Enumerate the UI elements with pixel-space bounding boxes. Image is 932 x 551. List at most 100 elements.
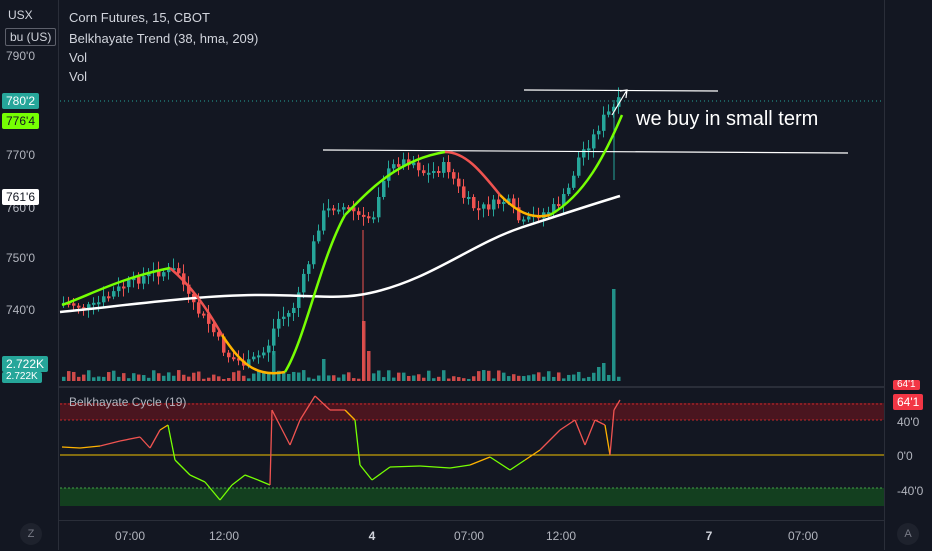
volume-bar (462, 378, 466, 381)
trend-price-tag: 776'4 (2, 113, 39, 129)
candle-body (262, 352, 266, 356)
volume-bar (122, 373, 126, 381)
volume-bar (522, 376, 526, 381)
volume-bar (157, 373, 161, 381)
candle-body (497, 199, 501, 204)
candle-body (162, 272, 166, 277)
candle-body (507, 198, 511, 202)
candle-body (592, 134, 596, 149)
volume-bar (222, 378, 226, 381)
volume-bar (587, 376, 591, 381)
candle-body (112, 291, 116, 297)
zoom-button[interactable]: Z (20, 523, 42, 545)
oscillator-title[interactable]: Belkhayate Cycle (19) (69, 395, 187, 409)
candle-body (342, 207, 346, 210)
candle-body (72, 303, 76, 306)
oscillator-line (574, 419, 586, 446)
candle-body (257, 355, 261, 358)
legend-vol-2[interactable]: Vol (69, 69, 88, 84)
candle-body (212, 323, 216, 333)
candle-body (392, 164, 396, 169)
volume-bar (167, 372, 171, 381)
volume-bar (497, 370, 501, 381)
candle-body (572, 175, 576, 188)
time-label: 7 (705, 529, 713, 543)
price-label-750: 750'0 (6, 251, 35, 265)
candle-body (102, 296, 106, 303)
volume-bar (217, 376, 221, 381)
volume-bar (547, 371, 551, 381)
auto-scale-button[interactable]: A (897, 523, 919, 545)
cycle-top-tag: 64'1 (893, 380, 920, 390)
candle-body (137, 276, 141, 284)
oscillator-line (231, 474, 246, 486)
legend-belkhayate-trend[interactable]: Belkhayate Trend (38, hma, 209) (69, 31, 259, 46)
unit-label[interactable]: bu (US) (5, 28, 57, 46)
volume-bar (182, 374, 186, 381)
candle-body (337, 209, 341, 212)
volume-bar (557, 372, 561, 381)
pane-separator[interactable] (58, 386, 885, 388)
time-label: 12:00 (208, 529, 240, 543)
symbol-title[interactable]: Corn Futures, 15, CBOT (69, 10, 210, 25)
candle-body (287, 313, 291, 317)
candle-body (487, 204, 491, 210)
volume-bar (62, 376, 66, 381)
volume-bar (432, 378, 436, 381)
volume-bar (377, 370, 381, 381)
volume-bar (422, 377, 426, 381)
volume-bar (552, 376, 556, 381)
oscillator-line (119, 436, 141, 442)
candle-body (492, 199, 496, 210)
volume-bar (372, 373, 376, 381)
volume-bar (562, 378, 566, 381)
left-price-axis[interactable]: USX bu (US) 790'0 770'0 760'0 750'0 740'… (0, 0, 59, 550)
volume-bar (137, 374, 141, 381)
volume-bar (347, 372, 351, 381)
volume-bar (107, 372, 111, 381)
trend-hma-curve (283, 214, 347, 373)
volume-bar (412, 375, 416, 381)
oscillator-line (99, 440, 121, 447)
volume-bar (272, 351, 276, 381)
candle-body (587, 148, 591, 151)
volume-bar (392, 377, 396, 381)
volume-bar (437, 376, 441, 381)
candle-body (202, 313, 206, 316)
volume-bar (317, 375, 321, 381)
right-oscillator-axis[interactable]: 64'1 64'1 40'0 0'0 -40'0 A (884, 0, 932, 550)
time-axis[interactable]: 07:00 12:00 4 07:00 12:00 7 07:00 (58, 520, 885, 551)
volume-bar (532, 374, 536, 381)
volume-bar (112, 370, 116, 381)
volume-bar (477, 371, 481, 381)
candle-body (87, 304, 91, 309)
candle-body (312, 241, 316, 265)
candle-body (562, 194, 566, 206)
oscillator-line (219, 484, 233, 501)
volume-bar (142, 375, 146, 381)
candle-body (462, 186, 466, 198)
currency-label[interactable]: USX (8, 8, 33, 22)
volume-bar (607, 374, 611, 381)
oscillator-line (167, 424, 176, 461)
candle-body (502, 201, 506, 204)
volume-bar (397, 372, 401, 381)
volume-bar (307, 377, 311, 381)
volume-bar (457, 377, 461, 381)
candle-body (167, 268, 171, 273)
volume-bar (482, 370, 486, 381)
volume-bar (87, 370, 91, 381)
candle-body (402, 159, 406, 167)
candle-body (477, 208, 481, 211)
volume-bar (382, 377, 386, 381)
volume-bar (427, 370, 431, 381)
legend-vol-1[interactable]: Vol (69, 50, 88, 65)
annotation-text[interactable]: we buy in small term (636, 108, 819, 130)
volume-bar (512, 374, 516, 381)
volume-bar (77, 376, 81, 381)
candle-body (307, 264, 311, 274)
candle-body (227, 352, 231, 358)
candle-body (422, 170, 426, 174)
oscillator-line (344, 409, 356, 421)
